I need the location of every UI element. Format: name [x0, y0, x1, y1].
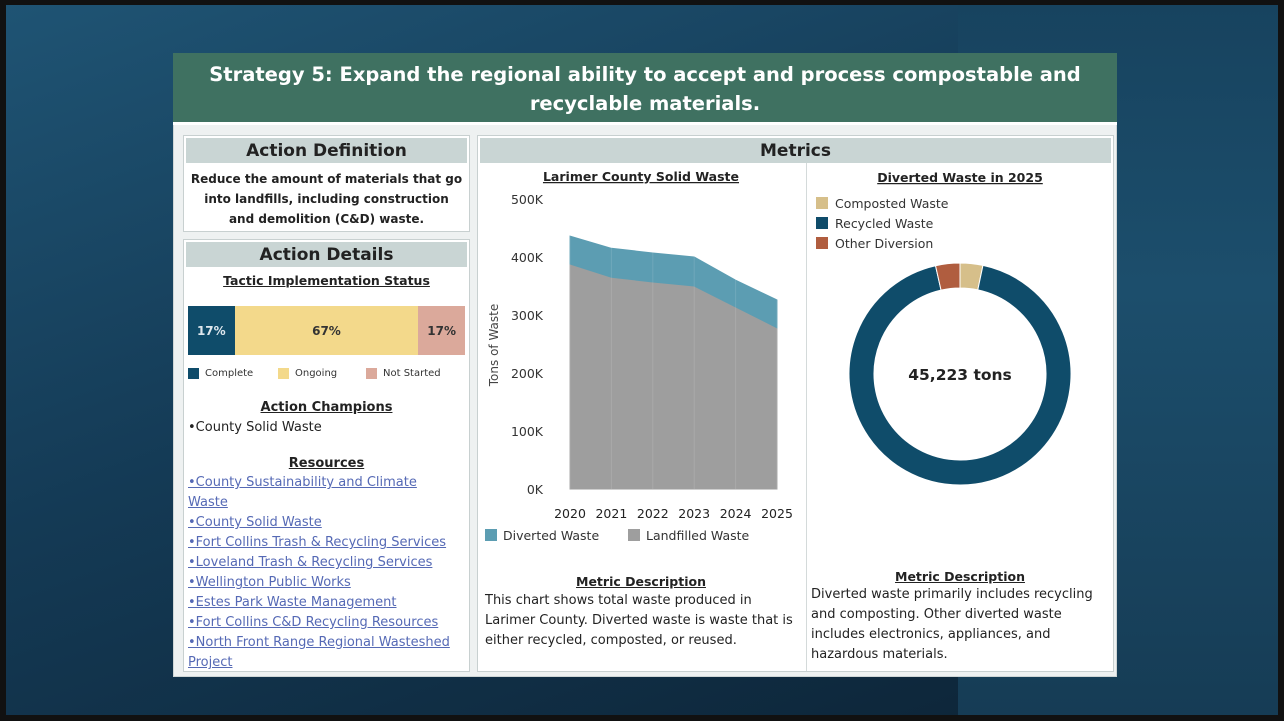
data-label: 17% — [196, 323, 226, 338]
donut-segment — [848, 264, 1072, 486]
x-tick-label: 2023 — [678, 506, 710, 521]
definition-text: Reduce the amount of materials that go i… — [190, 172, 463, 226]
y-tick-label: 400K — [511, 250, 544, 265]
legend-swatch — [816, 197, 828, 209]
section-title: Metrics — [480, 138, 1111, 163]
resource-link[interactable]: •County Sustainability and Climate Waste — [188, 475, 417, 510]
resource-link[interactable]: •Wellington Public Works — [188, 575, 351, 590]
chart-title: Diverted Waste in 2025 — [877, 170, 1043, 185]
y-tick-label: 0K — [527, 482, 544, 497]
center-label: 45,223 tons — [908, 366, 1012, 384]
resource-link[interactable]: •Fort Collins Trash & Recycling Services — [188, 535, 447, 550]
chart-title: Tactic Implementation Status — [223, 273, 430, 288]
y-tick-label: 200K — [511, 366, 544, 381]
legend-swatch — [628, 529, 640, 541]
legend-label: Landfilled Waste — [646, 528, 750, 543]
legend-label: Composted Waste — [835, 196, 949, 211]
section-subtitle: Resources — [288, 456, 365, 471]
legend-swatch — [278, 368, 289, 379]
legend-label: Other Diversion — [835, 236, 933, 251]
resource-link[interactable]: •Fort Collins C&D Recycling Resources — [188, 615, 439, 630]
x-tick-label: 2024 — [720, 506, 752, 521]
legend-label: Ongoing — [295, 368, 338, 379]
section-subtitle: Action Champions — [260, 400, 393, 415]
bar-segment: 67% — [234, 306, 419, 355]
description-text: Diverted waste primarily includes recycl… — [811, 587, 1093, 662]
data-label: 17% — [427, 323, 457, 338]
chart-title: Larimer County Solid Waste — [543, 169, 739, 184]
y-tick-label: 300K — [511, 308, 544, 323]
resource-link[interactable]: •County Solid Waste — [188, 515, 322, 530]
description-title: Metric Description — [576, 574, 706, 589]
x-tick-label: 2021 — [595, 506, 627, 521]
legend-label: Recycled Waste — [835, 216, 934, 231]
bar-segment: 17% — [418, 306, 465, 355]
legend-swatch — [485, 529, 497, 541]
x-tick-label: 2020 — [554, 506, 586, 521]
legend-swatch — [816, 237, 828, 249]
x-tick-label: 2022 — [637, 506, 669, 521]
resource-link[interactable]: •Estes Park Waste Management — [188, 595, 397, 610]
legend-swatch — [816, 217, 828, 229]
action-definition: Action Definition Reduce the amount of m… — [183, 135, 470, 232]
legend-label: Not Started — [383, 368, 441, 379]
legend-label: Complete — [205, 368, 254, 379]
section-title: Action Details — [186, 242, 467, 267]
legend-item: Complete — [188, 368, 253, 379]
bar-segment: 17% — [188, 306, 235, 355]
y-tick-label: 100K — [511, 424, 544, 439]
data-label: 67% — [312, 323, 341, 338]
section-title: Action Definition — [186, 138, 467, 163]
stacked-bar: 17% 67% 17% — [188, 306, 465, 355]
champion-item: •County Solid Waste — [188, 420, 322, 435]
y-axis-label: Tons of Waste — [487, 304, 501, 387]
legend-label: Diverted Waste — [503, 528, 599, 543]
resource-link[interactable]: •Loveland Trash & Recycling Services — [188, 555, 433, 570]
legend-swatch — [188, 368, 199, 379]
divider — [806, 163, 807, 671]
description-text: This chart shows total waste produced in… — [485, 593, 793, 648]
resource-list: •County Sustainability and Climate Waste… — [188, 473, 458, 673]
legend: Complete Ongoing Not Started — [188, 368, 465, 382]
legend-item: Ongoing — [278, 368, 337, 379]
legend-swatch — [366, 368, 377, 379]
header-title: Strategy 5: Expand the regional ability … — [173, 53, 1117, 125]
legend-item: Not Started — [366, 368, 441, 379]
donut-segment — [934, 262, 961, 291]
resource-link[interactable]: •North Front Range Regional Wasteshed Pr… — [188, 635, 450, 670]
y-tick-label: 500K — [511, 192, 544, 207]
x-tick-label: 2025 — [761, 506, 793, 521]
description-title: Metric Description — [895, 569, 1025, 584]
area — [569, 235, 778, 329]
